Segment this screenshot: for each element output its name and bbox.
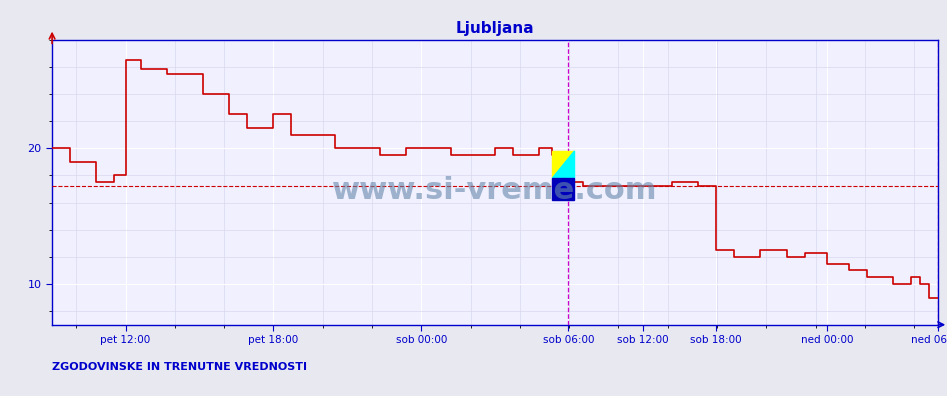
- Text: ZGODOVINSKE IN TRENUTNE VREDNOSTI: ZGODOVINSKE IN TRENUTNE VREDNOSTI: [52, 362, 307, 372]
- Polygon shape: [552, 178, 575, 200]
- Polygon shape: [552, 151, 575, 178]
- Text: www.si-vreme.com: www.si-vreme.com: [332, 176, 657, 205]
- Polygon shape: [552, 151, 575, 178]
- Title: Ljubljana: Ljubljana: [456, 21, 534, 36]
